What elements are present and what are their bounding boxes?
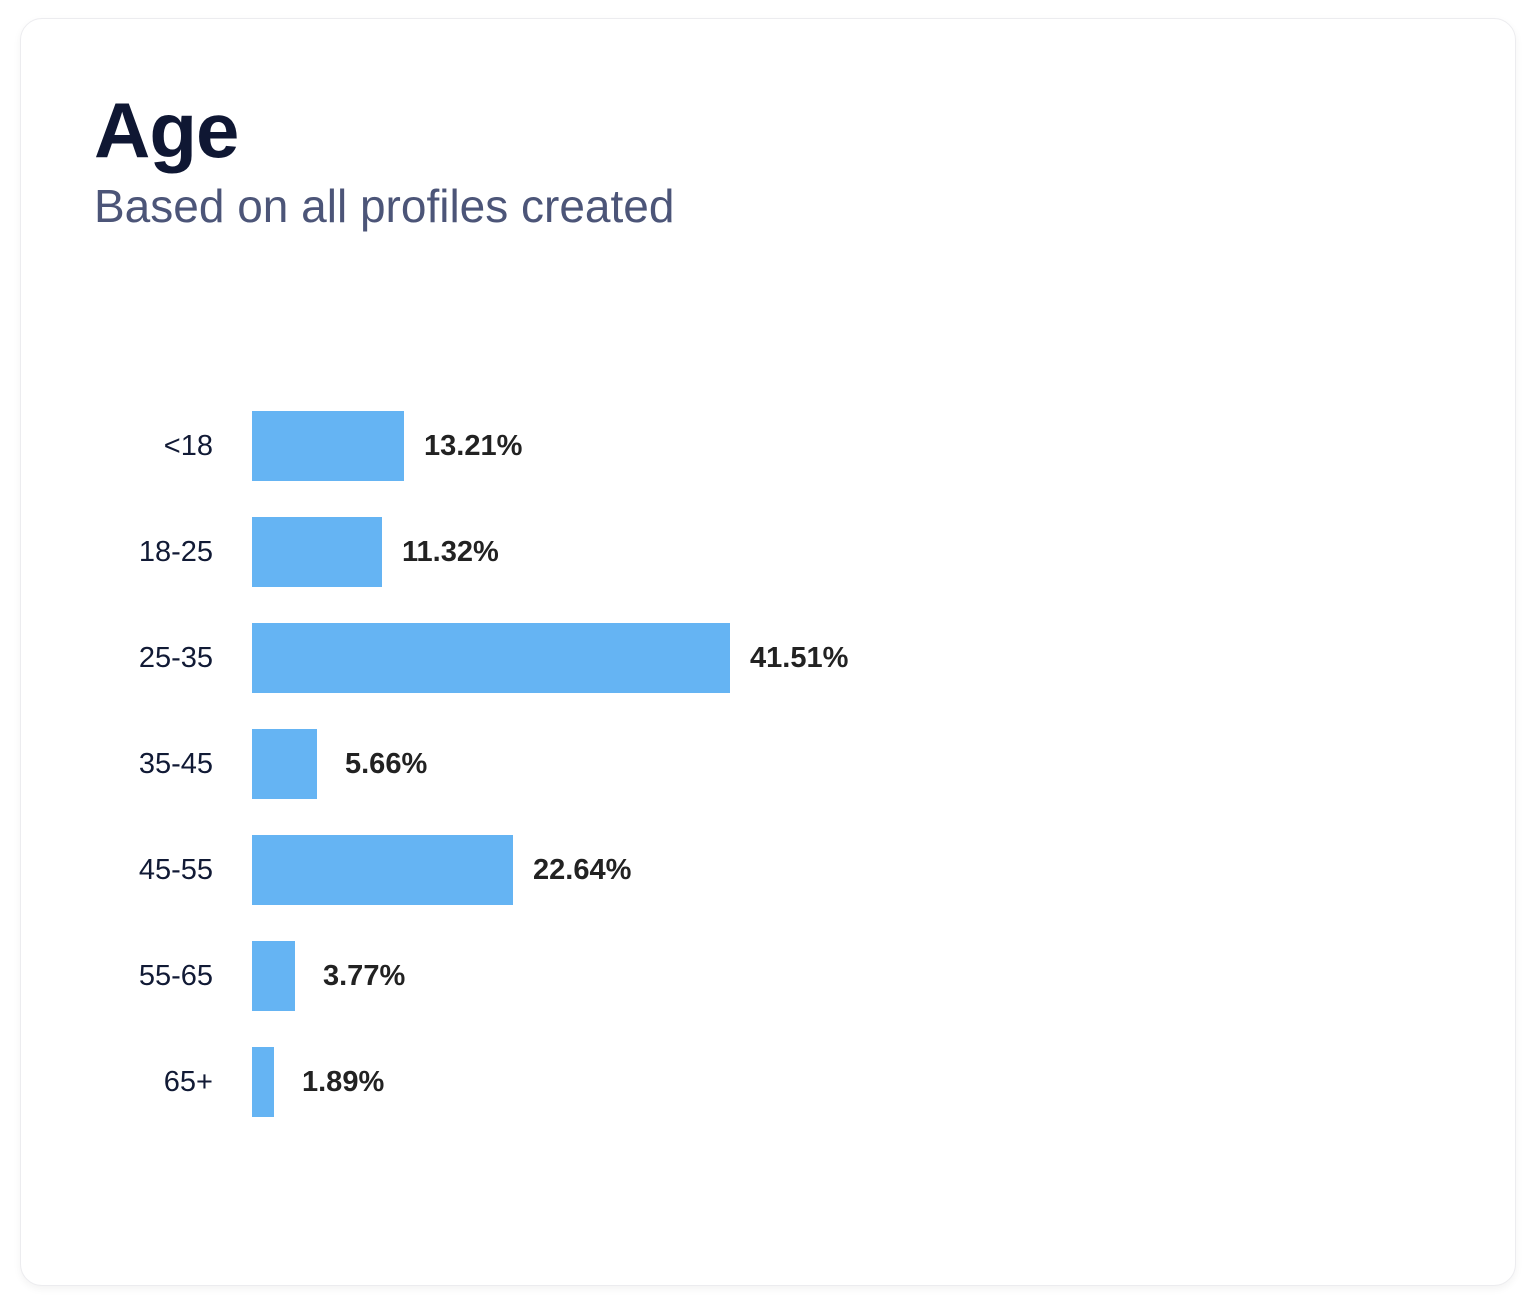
- category-label: 65+: [163, 1066, 213, 1098]
- category-label: 25-35: [138, 642, 213, 674]
- age-chart-card: Age Based on all profiles created <18 13…: [20, 18, 1516, 1286]
- chart-title: Age: [94, 86, 239, 174]
- category-label: 55-65: [138, 960, 213, 992]
- bar: [252, 411, 404, 481]
- age-bar-chart: <18 13.21% 18-25 11.32% 25-35 41.51% 35-…: [21, 19, 1515, 1285]
- bar: [252, 517, 382, 587]
- bar-row: 18-25 11.32%: [21, 517, 1515, 587]
- category-label: <18: [163, 430, 213, 462]
- value-label: 3.77%: [323, 960, 406, 992]
- bar-row: 25-35 41.51%: [21, 623, 1515, 693]
- value-label: 5.66%: [345, 748, 428, 780]
- bar: [252, 941, 295, 1011]
- chart-subtitle: Based on all profiles created: [94, 180, 675, 232]
- category-label: 18-25: [138, 536, 213, 568]
- bar: [252, 835, 513, 905]
- bar-row: <18 13.21%: [21, 411, 1515, 481]
- bar: [252, 1047, 274, 1117]
- value-label: 11.32%: [402, 536, 499, 568]
- bar: [252, 623, 730, 693]
- category-label: 35-45: [138, 748, 213, 780]
- bar-row: 65+ 1.89%: [21, 1047, 1515, 1117]
- category-label: 45-55: [138, 854, 213, 886]
- bar-row: 45-55 22.64%: [21, 835, 1515, 905]
- value-label: 22.64%: [533, 854, 632, 886]
- value-label: 1.89%: [302, 1066, 385, 1098]
- bar-row: 35-45 5.66%: [21, 729, 1515, 799]
- value-label: 41.51%: [750, 642, 849, 674]
- bar-row: 55-65 3.77%: [21, 941, 1515, 1011]
- value-label: 13.21%: [424, 430, 523, 462]
- bar: [252, 729, 317, 799]
